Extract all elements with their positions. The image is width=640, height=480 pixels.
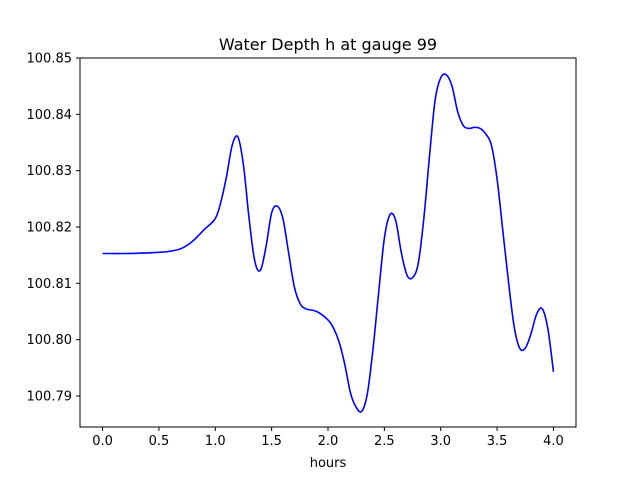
x-axis: 0.0 0.5 1.0 1.5 2.0 2.5 3.0 3.5 4.0	[92, 427, 564, 449]
y-axis: 100.79 100.80 100.81 100.82 100.83 100.84 100.…	[27, 52, 80, 405]
y-tick-label: 100.83	[27, 164, 73, 179]
series-layer	[102, 73, 555, 413]
x-tick-label: 0.5	[149, 434, 170, 449]
y-tick-label: 100.81	[27, 277, 73, 292]
y-tick-label: 100.80	[27, 333, 73, 348]
x-tick-label: 2.5	[374, 434, 395, 449]
x-axis-label: hours	[310, 456, 347, 471]
series-line-water-depth	[102, 73, 555, 413]
y-tick-label: 100.79	[27, 390, 73, 405]
x-tick-label: 4.0	[543, 434, 564, 449]
plot-area: 0.0 0.5 1.0 1.5 2.0 2.5 3.0 3.5 4.0 100.79 100.80…	[27, 52, 577, 449]
x-tick-label: 0.0	[92, 434, 113, 449]
y-tick-label: 100.84	[27, 108, 73, 123]
x-tick-label: 1.0	[205, 434, 226, 449]
x-tick-label: 3.5	[487, 434, 508, 449]
y-tick-label: 100.85	[27, 52, 73, 67]
x-tick-label: 1.5	[261, 434, 282, 449]
y-tick-label: 100.82	[27, 221, 73, 236]
x-tick-label: 2.0	[318, 434, 339, 449]
x-tick-label: 3.0	[430, 434, 451, 449]
chart-title: Water Depth h at gauge 99	[219, 35, 437, 54]
